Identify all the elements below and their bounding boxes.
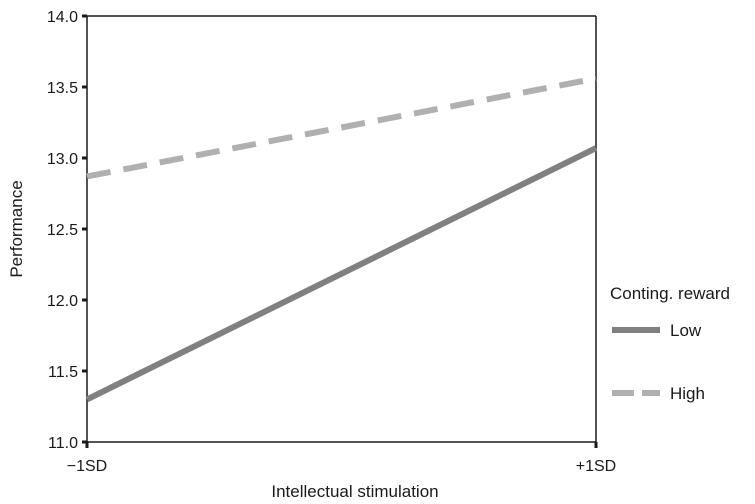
legend: Conting. reward Low High	[610, 284, 730, 403]
y-tick-label: 12.5	[47, 222, 78, 239]
plot-frame	[86, 15, 597, 443]
series	[85, 75, 598, 403]
y-tick-label: 11.5	[48, 364, 78, 381]
x-tick-label: +1SD	[576, 458, 616, 475]
x-tick-label: −1SD	[67, 458, 107, 475]
y-axis-title: Performance	[7, 180, 26, 277]
y-tick-label: 14.0	[47, 9, 78, 26]
ticks: 11.0 11.5 12.0 12.5 13.0 13.5 14.0 −1SD +1SD	[47, 9, 616, 475]
y-tick-label: 13.0	[47, 151, 78, 168]
series-line-high	[86, 75, 597, 180]
x-axis-title: Intellectual stimulation	[271, 482, 438, 501]
legend-label-low: Low	[670, 321, 702, 340]
y-tick-label: 13.5	[47, 80, 78, 97]
legend-title: Conting. reward	[610, 284, 730, 303]
y-tick-label: 11.0	[48, 435, 78, 452]
series-line-low	[85, 145, 598, 403]
legend-label-high: High	[670, 384, 705, 403]
y-tick-label: 12.0	[47, 293, 78, 310]
